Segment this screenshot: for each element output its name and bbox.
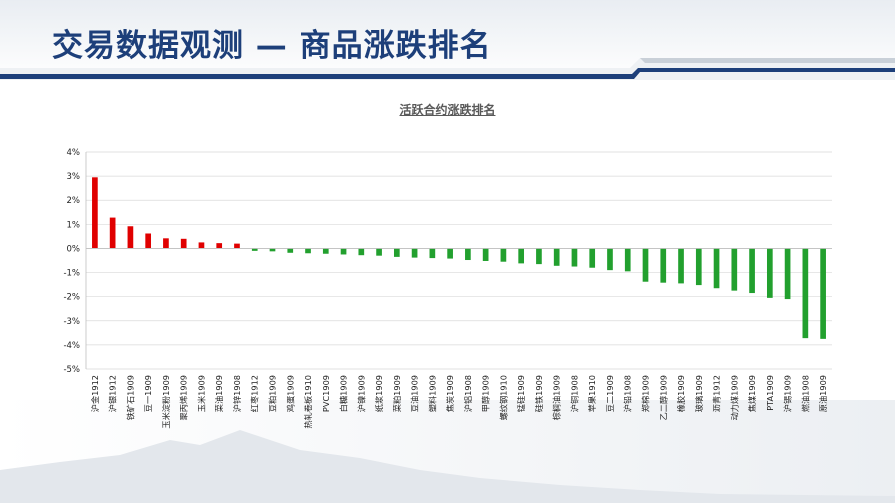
x-tick-label: 沪铅1908 xyxy=(623,375,633,412)
x-tick-label: 菜粕1909 xyxy=(392,375,402,412)
x-tick-label: 原油1909 xyxy=(818,375,828,412)
bar-苹果1910 xyxy=(589,248,596,268)
x-tick-label: 焦煤1909 xyxy=(747,375,757,412)
x-tick-label: 玻璃1909 xyxy=(694,375,704,412)
x-tick-label: 热轧卷板1910 xyxy=(303,375,313,429)
x-tick-label: 玉米淀粉1909 xyxy=(161,375,171,429)
x-tick-label: 红枣1912 xyxy=(250,375,260,412)
y-tick-label: 0% xyxy=(67,244,81,254)
bar-沪镍1909 xyxy=(358,248,365,256)
x-tick-label: 沪铜1908 xyxy=(569,375,579,412)
bar-豆二1909 xyxy=(607,248,613,271)
bar-沪银1912 xyxy=(109,217,116,249)
x-tick-label: 豆油1909 xyxy=(410,375,420,412)
y-tick-label: -5% xyxy=(63,365,80,375)
x-tick-label: 郑棉1909 xyxy=(641,375,651,412)
x-tick-label: 焦炭1909 xyxy=(445,375,455,412)
bar-沪锡1909 xyxy=(784,248,791,300)
bar-郑棉1909 xyxy=(642,248,649,282)
x-tick-label: 棕榈油1909 xyxy=(552,375,562,420)
bar-沪锌1908 xyxy=(234,243,240,249)
x-tick-label: 燃油1908 xyxy=(800,375,810,412)
bar-塑料1909 xyxy=(429,248,436,259)
x-tick-label: 沪铝1908 xyxy=(463,375,473,412)
bar-玉米淀粉1909 xyxy=(163,238,169,249)
x-tick-label: 乙二醇1909 xyxy=(658,375,668,420)
x-tick-label: PTA1909 xyxy=(765,375,775,411)
x-tick-label: 白糖1909 xyxy=(339,375,349,412)
y-tick-label: -2% xyxy=(63,293,80,303)
x-tick-label: 沪金1912 xyxy=(90,375,100,412)
bar-棕榈油1909 xyxy=(553,248,560,266)
x-tick-label: PVC1909 xyxy=(321,375,331,412)
x-tick-label: 锰硅1909 xyxy=(516,375,526,412)
x-tick-label: 甲醇1909 xyxy=(481,375,491,412)
bar-焦炭1909 xyxy=(447,248,453,259)
x-tick-label: 沪银1912 xyxy=(108,375,118,412)
bar-聚丙烯1909 xyxy=(180,238,187,249)
bar-甲醇1909 xyxy=(482,248,489,261)
bar-红枣1912 xyxy=(251,248,258,251)
bar-豆一1909 xyxy=(145,233,152,249)
bar-豆粕1909 xyxy=(269,248,276,252)
bar-菜油1909 xyxy=(216,243,223,249)
y-tick-label: 3% xyxy=(67,172,81,182)
x-tick-label: 沥青1912 xyxy=(712,375,722,412)
bar-玉米1909 xyxy=(198,242,205,249)
x-tick-label: 菜油1909 xyxy=(214,375,224,412)
x-tick-label: 苹果1910 xyxy=(587,375,597,412)
bar-铁矿石1909 xyxy=(127,226,134,249)
x-tick-label: 动力煤1909 xyxy=(729,375,739,420)
bar-纸浆1909 xyxy=(376,248,382,256)
x-tick-label: 聚丙烯1909 xyxy=(179,375,189,420)
bar-沪铜1908 xyxy=(571,248,578,267)
x-tick-label: 沪锌1908 xyxy=(232,375,242,412)
bar-动力煤1909 xyxy=(731,248,738,291)
bar-沪铅1908 xyxy=(624,248,631,272)
bar-沥青1912 xyxy=(713,248,720,289)
bar-热轧卷板1910 xyxy=(305,248,311,254)
y-tick-label: 1% xyxy=(67,220,81,230)
bar-螺纹钢1910 xyxy=(500,248,507,262)
y-tick-label: -3% xyxy=(63,317,80,327)
x-tick-label: 豆二1909 xyxy=(605,375,615,412)
bar-鸡蛋1909 xyxy=(287,248,294,253)
chart-title: 活跃合约涨跌排名 xyxy=(399,103,496,117)
x-tick-label: 螺纹钢1910 xyxy=(498,375,508,420)
x-tick-label: 豆一1909 xyxy=(143,375,153,412)
bar-沪铝1908 xyxy=(465,248,471,261)
bar-燃油1908 xyxy=(802,248,809,339)
bar-PTA1909 xyxy=(766,248,773,298)
bar-玻璃1909 xyxy=(695,248,702,286)
x-tick-label: 玉米1909 xyxy=(196,375,206,412)
bar-橡胶1909 xyxy=(678,248,684,284)
x-tick-label: 纸浆1909 xyxy=(374,375,384,412)
x-tick-label: 铁矿石1909 xyxy=(125,375,135,420)
bar-硅铁1909 xyxy=(536,248,542,265)
bar-沪金1912 xyxy=(92,177,98,249)
bar-焦煤1909 xyxy=(749,248,755,294)
y-tick-label: -4% xyxy=(63,341,80,351)
bar-原油1909 xyxy=(820,248,826,339)
y-tick-label: 4% xyxy=(67,148,81,158)
bar-豆油1909 xyxy=(411,248,418,258)
y-tick-label: -1% xyxy=(63,269,80,279)
x-tick-label: 塑料1909 xyxy=(427,375,437,412)
page-title: 交易数据观测 — 商品涨跌排名 xyxy=(52,28,492,64)
x-tick-label: 鸡蛋1909 xyxy=(285,375,295,412)
x-tick-label: 硅铁1909 xyxy=(534,375,544,412)
bar-PVC1909 xyxy=(322,248,329,254)
bar-乙二醇1909 xyxy=(660,248,667,283)
x-tick-label: 橡胶1909 xyxy=(676,375,686,412)
bar-白糖1909 xyxy=(340,248,347,255)
bar-菜粕1909 xyxy=(393,248,400,257)
x-tick-label: 沪镍1909 xyxy=(356,375,366,412)
x-tick-label: 豆粕1909 xyxy=(268,375,278,412)
y-tick-label: 2% xyxy=(67,196,81,206)
x-tick-label: 沪锡1909 xyxy=(783,375,793,412)
bar-锰硅1909 xyxy=(518,248,525,264)
